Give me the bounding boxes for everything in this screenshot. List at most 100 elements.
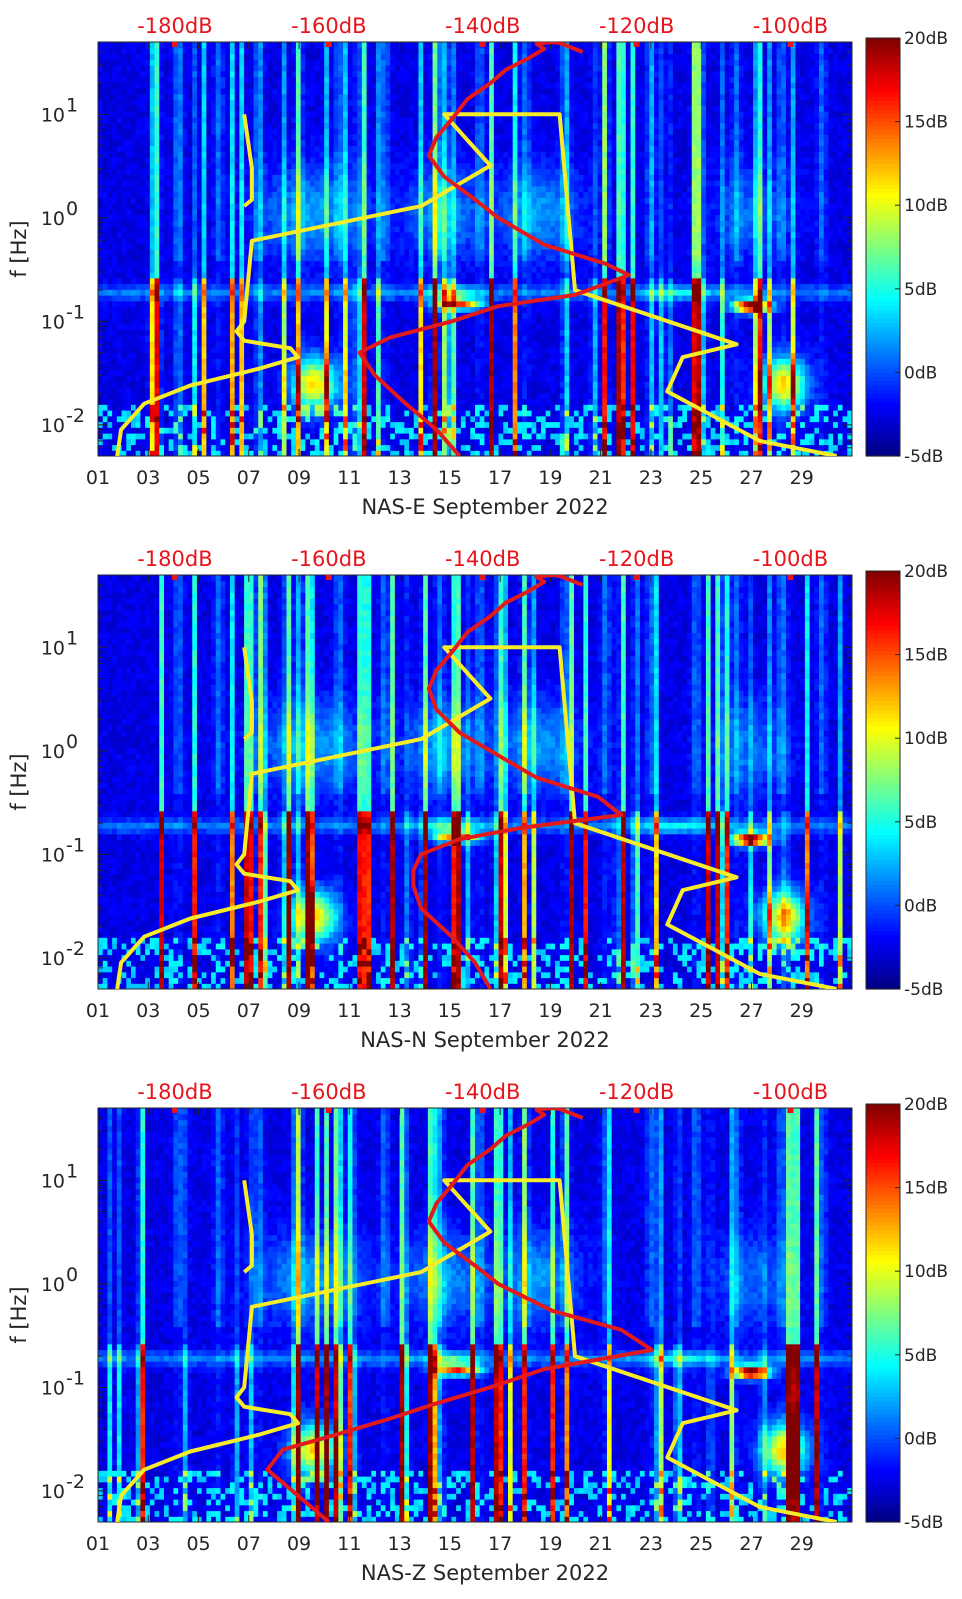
y-tick-label: 10 (41, 415, 65, 437)
yellow-noise-model-curve-0 (115, 112, 837, 456)
top-db-tick (633, 575, 640, 580)
x-tick-label: 25 (689, 1533, 713, 1555)
top-db-label: -140dB (445, 14, 520, 38)
spectrogram-heatmap (98, 1108, 852, 1522)
y-tick-exponent: -1 (66, 834, 85, 856)
yellow-noise-model-curve-1 (242, 1180, 254, 1274)
x-tick-label: 29 (790, 1533, 814, 1555)
chart-svg-nas-e: 01 03 05 07 09 11 13 15 17 19 21 23 25 27 2910-210-110… (7, 14, 948, 519)
x-tick-label: 09 (287, 1533, 311, 1555)
top-db-tick (171, 42, 178, 47)
x-tick-label: 27 (739, 1000, 763, 1022)
y-axis-label: f [Hz] (7, 753, 31, 810)
top-db-tick (325, 42, 332, 47)
top-db-tick (325, 575, 332, 580)
x-tick-label: 05 (186, 467, 210, 489)
yellow-noise-model-curve-1 (242, 647, 254, 741)
x-tick-label: 05 (186, 1000, 210, 1022)
x-tick-label: 15 (438, 467, 462, 489)
x-axis-label: NAS-Z September 2022 (361, 1561, 609, 1585)
colorbar-tick-label: 20dB (904, 562, 948, 582)
x-tick-label: 07 (237, 1533, 261, 1555)
colorbar-tick-label: 15dB (904, 113, 948, 133)
colorbar-tick-label: 0dB (904, 1429, 937, 1449)
colorbar-tick-label: 0dB (904, 896, 937, 916)
x-tick-label: 09 (287, 1000, 311, 1022)
colorbar-tick-label: 10dB (904, 196, 948, 216)
x-tick-label: 01 (86, 1533, 110, 1555)
x-tick-label: 03 (136, 1000, 160, 1022)
y-tick-label: 10 (41, 1274, 65, 1296)
y-tick-label: 10 (41, 948, 65, 970)
colorbar (866, 1104, 900, 1523)
x-tick-label: 23 (639, 1533, 663, 1555)
x-tick-label: 15 (438, 1000, 462, 1022)
y-tick-exponent: 1 (66, 94, 78, 116)
y-tick-exponent: 0 (66, 198, 78, 220)
y-tick-label: 10 (41, 104, 65, 126)
top-db-tick (787, 1108, 794, 1113)
x-tick-label: 19 (538, 467, 562, 489)
red-psd-curve-2 (357, 42, 631, 456)
colorbar-tick-label: 15dB (904, 1179, 948, 1199)
x-tick-label: 21 (589, 1533, 613, 1555)
top-db-tick (787, 42, 794, 47)
top-db-label: -120dB (599, 1080, 674, 1104)
x-axis-label: NAS-N September 2022 (360, 1028, 610, 1052)
x-tick-label: 01 (86, 467, 110, 489)
top-db-label: -160dB (291, 547, 366, 571)
x-tick-label: 19 (538, 1533, 562, 1555)
top-db-label: -140dB (445, 1080, 520, 1104)
x-tick-label: 23 (639, 467, 663, 489)
yellow-noise-model-curve-1 (242, 114, 254, 208)
x-tick-label: 21 (589, 1000, 613, 1022)
y-axis-label: f [Hz] (7, 1286, 31, 1343)
y-tick-exponent: -1 (66, 1367, 85, 1389)
top-db-tick (479, 42, 486, 47)
yellow-noise-model-curve-0 (115, 1178, 837, 1522)
x-tick-label: 15 (438, 1533, 462, 1555)
x-tick-label: 03 (136, 467, 160, 489)
x-tick-label: 11 (337, 1000, 361, 1022)
spectrogram-heatmap (98, 42, 852, 456)
colorbar-frame (865, 1103, 901, 1523)
x-tick-label: 01 (86, 1000, 110, 1022)
y-axis-label: f [Hz] (7, 220, 31, 277)
x-tick-label: 13 (388, 1533, 412, 1555)
x-tick-label: 09 (287, 467, 311, 489)
y-tick-exponent: 1 (66, 627, 78, 649)
x-tick-label: 05 (186, 1533, 210, 1555)
panel-nas-e: 01 03 05 07 09 11 13 15 17 19 21 23 25 27 29 10 -2 10 -1 10… (0, 0, 962, 533)
y-tick-exponent: -2 (66, 405, 85, 427)
colorbar-tick-label: -5dB (904, 980, 943, 1000)
y-tick-exponent: 0 (66, 1264, 78, 1286)
colorbar-frame (865, 37, 901, 457)
y-tick-exponent: 1 (66, 1160, 78, 1182)
x-tick-label: 03 (136, 1533, 160, 1555)
top-db-label: -160dB (291, 14, 366, 38)
y-tick-label: 10 (41, 208, 65, 230)
x-tick-label: 25 (689, 1000, 713, 1022)
x-tick-label: 13 (388, 467, 412, 489)
top-db-tick (171, 575, 178, 580)
x-tick-label: 17 (488, 1000, 512, 1022)
top-db-label: -120dB (599, 14, 674, 38)
colorbar-tick-label: 0dB (904, 363, 937, 383)
red-psd-curve-2 (265, 1108, 654, 1522)
top-db-label: -100dB (753, 1080, 828, 1104)
y-tick-label: 10 (41, 1481, 65, 1503)
colorbar-tick-label: 5dB (904, 813, 937, 833)
colorbar-tick-label: 5dB (904, 280, 937, 300)
colorbar-tick-label: 10dB (904, 729, 948, 749)
x-tick-label: 29 (790, 467, 814, 489)
panel-nas-n: 01 03 05 07 09 11 13 15 17 19 21 23 25 27 29 10 -2 10 -1 10… (0, 533, 962, 1066)
top-db-tick (633, 1108, 640, 1113)
y-tick-label: 10 (41, 1377, 65, 1399)
colorbar-tick-label: -5dB (904, 447, 943, 467)
x-tick-label: 11 (337, 1533, 361, 1555)
top-db-tick (325, 1108, 332, 1113)
y-tick-label: 10 (41, 311, 65, 333)
x-tick-label: 19 (538, 1000, 562, 1022)
colorbar-tick-label: 5dB (904, 1346, 937, 1366)
x-tick-label: 27 (739, 1533, 763, 1555)
